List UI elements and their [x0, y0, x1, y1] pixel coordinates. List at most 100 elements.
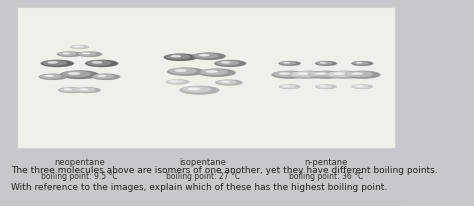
- Ellipse shape: [80, 89, 88, 91]
- Ellipse shape: [167, 80, 184, 84]
- Ellipse shape: [84, 60, 119, 68]
- Ellipse shape: [352, 73, 363, 76]
- Ellipse shape: [41, 61, 74, 68]
- Ellipse shape: [279, 85, 301, 90]
- Ellipse shape: [221, 62, 231, 64]
- Ellipse shape: [283, 63, 290, 64]
- Ellipse shape: [163, 54, 198, 62]
- Ellipse shape: [206, 71, 218, 74]
- Ellipse shape: [191, 53, 227, 61]
- Ellipse shape: [56, 52, 82, 58]
- FancyBboxPatch shape: [17, 8, 395, 148]
- Ellipse shape: [74, 47, 80, 48]
- Ellipse shape: [93, 75, 114, 79]
- Ellipse shape: [71, 46, 89, 50]
- Ellipse shape: [290, 71, 326, 79]
- Ellipse shape: [215, 80, 243, 86]
- Ellipse shape: [180, 86, 219, 95]
- Ellipse shape: [316, 85, 337, 90]
- Ellipse shape: [315, 73, 327, 76]
- Ellipse shape: [169, 69, 197, 75]
- Ellipse shape: [47, 62, 58, 64]
- Ellipse shape: [76, 52, 103, 58]
- Ellipse shape: [74, 88, 101, 94]
- Text: With reference to the images, explain which of these has the highest boiling poi: With reference to the images, explain wh…: [11, 183, 387, 191]
- Ellipse shape: [297, 73, 309, 76]
- Ellipse shape: [165, 55, 191, 60]
- Ellipse shape: [198, 69, 237, 78]
- Ellipse shape: [326, 71, 363, 80]
- Ellipse shape: [351, 85, 374, 90]
- Text: The three molecules above are isomers of one another, yet they have different bo: The three molecules above are isomers of…: [11, 165, 438, 174]
- Ellipse shape: [216, 80, 242, 86]
- Ellipse shape: [327, 71, 362, 79]
- Ellipse shape: [62, 71, 91, 78]
- Ellipse shape: [199, 55, 210, 57]
- Ellipse shape: [72, 46, 85, 49]
- Ellipse shape: [58, 53, 77, 56]
- Ellipse shape: [334, 73, 345, 76]
- Ellipse shape: [182, 87, 211, 93]
- Ellipse shape: [214, 60, 247, 68]
- Ellipse shape: [188, 88, 201, 91]
- Ellipse shape: [216, 61, 240, 66]
- Ellipse shape: [64, 89, 72, 91]
- Ellipse shape: [316, 62, 333, 66]
- Ellipse shape: [344, 71, 381, 80]
- Ellipse shape: [283, 86, 290, 87]
- Ellipse shape: [62, 53, 70, 55]
- Ellipse shape: [221, 81, 229, 83]
- Ellipse shape: [314, 62, 338, 67]
- Ellipse shape: [279, 73, 291, 76]
- Ellipse shape: [38, 74, 68, 81]
- Ellipse shape: [171, 56, 181, 58]
- Ellipse shape: [57, 52, 82, 58]
- Ellipse shape: [166, 80, 189, 85]
- Ellipse shape: [85, 61, 118, 68]
- Ellipse shape: [39, 74, 67, 81]
- Ellipse shape: [82, 53, 90, 55]
- Ellipse shape: [58, 88, 84, 94]
- Ellipse shape: [92, 62, 102, 64]
- Ellipse shape: [317, 85, 332, 89]
- Ellipse shape: [165, 80, 190, 85]
- Ellipse shape: [200, 70, 228, 76]
- Ellipse shape: [328, 72, 355, 78]
- Ellipse shape: [273, 72, 301, 78]
- Ellipse shape: [356, 63, 363, 64]
- Ellipse shape: [308, 71, 344, 79]
- Ellipse shape: [91, 74, 121, 81]
- Ellipse shape: [292, 72, 319, 78]
- Ellipse shape: [70, 46, 90, 50]
- Ellipse shape: [319, 63, 327, 64]
- Ellipse shape: [353, 62, 369, 66]
- Ellipse shape: [166, 68, 205, 77]
- Ellipse shape: [320, 86, 327, 87]
- Ellipse shape: [59, 71, 100, 80]
- Ellipse shape: [310, 72, 337, 78]
- Ellipse shape: [279, 62, 301, 67]
- Text: isopentane: isopentane: [179, 157, 226, 166]
- Ellipse shape: [315, 62, 337, 67]
- Ellipse shape: [352, 85, 373, 90]
- Ellipse shape: [68, 73, 81, 76]
- Ellipse shape: [40, 60, 74, 68]
- Ellipse shape: [179, 86, 220, 95]
- Ellipse shape: [353, 85, 369, 89]
- Ellipse shape: [289, 71, 327, 80]
- Ellipse shape: [214, 61, 246, 68]
- Ellipse shape: [76, 88, 95, 92]
- Ellipse shape: [345, 71, 380, 79]
- Ellipse shape: [40, 75, 62, 79]
- Ellipse shape: [356, 86, 363, 87]
- Ellipse shape: [192, 53, 226, 61]
- Ellipse shape: [167, 68, 204, 76]
- Ellipse shape: [164, 54, 197, 62]
- Text: boiling point: 27 °C: boiling point: 27 °C: [166, 171, 240, 180]
- Ellipse shape: [74, 88, 100, 94]
- Ellipse shape: [97, 76, 107, 78]
- Ellipse shape: [315, 85, 337, 90]
- Ellipse shape: [45, 76, 54, 78]
- Ellipse shape: [91, 74, 120, 81]
- Ellipse shape: [217, 81, 237, 85]
